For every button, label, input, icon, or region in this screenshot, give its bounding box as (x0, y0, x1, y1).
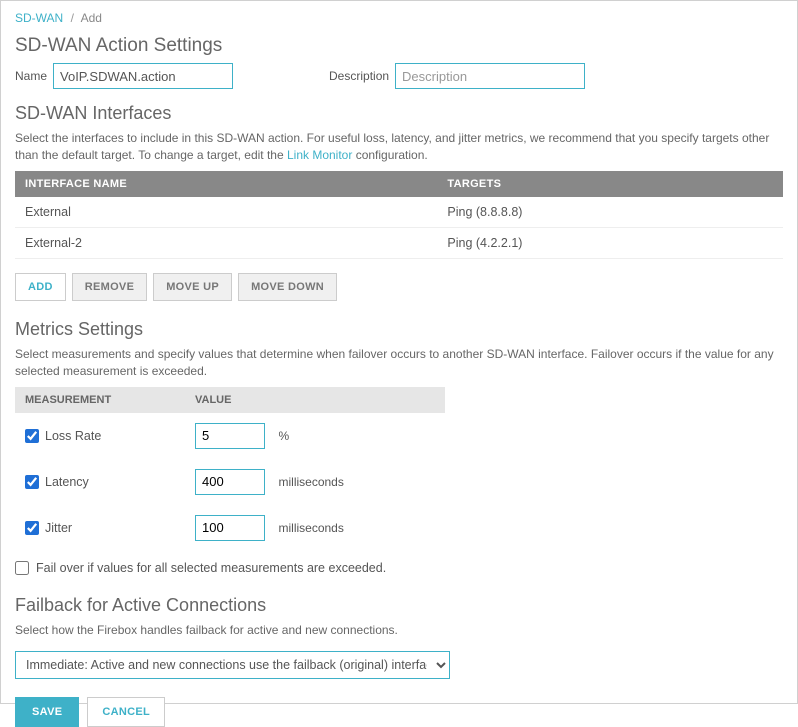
lossrate-checkbox[interactable] (25, 429, 39, 443)
col-interface-name: INTERFACE NAME (15, 171, 437, 197)
metric-label-text: Jitter (45, 521, 72, 535)
lossrate-unit: % (278, 429, 289, 443)
breadcrumb-sep: / (71, 11, 74, 25)
remove-button[interactable]: REMOVE (72, 273, 147, 301)
metric-row: Latency milliseconds (15, 459, 445, 505)
metrics-table: MEASUREMENT VALUE Loss Rate % Latency (15, 387, 445, 551)
breadcrumb: SD-WAN / Add (15, 11, 783, 25)
failback-desc: Select how the Firebox handles failback … (15, 622, 783, 639)
section-title-interfaces: SD-WAN Interfaces (15, 103, 783, 124)
metric-label-text: Loss Rate (45, 429, 101, 443)
footer-buttons: SAVE CANCEL (15, 697, 783, 727)
save-button[interactable]: SAVE (15, 697, 79, 727)
metric-label-text: Latency (45, 475, 89, 489)
iface-name-cell: External (15, 197, 437, 228)
latency-checkbox[interactable] (25, 475, 39, 489)
failover-all-label: Fail over if values for all selected mea… (36, 561, 386, 575)
link-monitor-link[interactable]: Link Monitor (287, 148, 352, 162)
jitter-unit: milliseconds (278, 521, 343, 535)
failover-all-row[interactable]: Fail over if values for all selected mea… (15, 561, 783, 575)
col-measurement: MEASUREMENT (15, 387, 185, 413)
failover-all-checkbox[interactable] (15, 561, 29, 575)
movedown-button[interactable]: MOVE DOWN (238, 273, 337, 301)
name-input[interactable] (53, 63, 233, 89)
jitter-input[interactable] (195, 515, 265, 541)
add-button[interactable]: ADD (15, 273, 66, 301)
latency-unit: milliseconds (278, 475, 343, 489)
table-row[interactable]: External Ping (8.8.8.8) (15, 197, 783, 228)
breadcrumb-current: Add (81, 11, 102, 25)
metric-row: Loss Rate % (15, 413, 445, 459)
col-value: VALUE (185, 387, 445, 413)
jitter-checkbox[interactable] (25, 521, 39, 535)
cancel-button[interactable]: CANCEL (87, 697, 165, 727)
breadcrumb-parent[interactable]: SD-WAN (15, 11, 63, 25)
interface-buttons: ADD REMOVE MOVE UP MOVE DOWN (15, 273, 783, 301)
description-label: Description (329, 69, 389, 83)
name-label: Name (15, 69, 47, 83)
table-row[interactable]: External-2 Ping (4.2.2.1) (15, 227, 783, 258)
moveup-button[interactable]: MOVE UP (153, 273, 232, 301)
interfaces-table: INTERFACE NAME TARGETS External Ping (8.… (15, 171, 783, 259)
interfaces-desc-post: configuration. (352, 148, 427, 162)
section-title-action: SD-WAN Action Settings (15, 35, 783, 57)
action-form-row: Name Description (15, 63, 783, 89)
jitter-label[interactable]: Jitter (25, 521, 175, 535)
metrics-desc: Select measurements and specify values t… (15, 346, 783, 381)
col-targets: TARGETS (437, 171, 783, 197)
interfaces-desc: Select the interfaces to include in this… (15, 130, 783, 165)
lossrate-input[interactable] (195, 423, 265, 449)
iface-name-cell: External-2 (15, 227, 437, 258)
metric-row: Jitter milliseconds (15, 505, 445, 551)
description-input[interactable] (395, 63, 585, 89)
iface-target-cell: Ping (8.8.8.8) (437, 197, 783, 228)
latency-label[interactable]: Latency (25, 475, 175, 489)
failback-select[interactable]: Immediate: Active and new connections us… (15, 651, 450, 679)
section-title-failback: Failback for Active Connections (15, 595, 783, 616)
section-title-metrics: Metrics Settings (15, 319, 783, 340)
latency-input[interactable] (195, 469, 265, 495)
lossrate-label[interactable]: Loss Rate (25, 429, 175, 443)
iface-target-cell: Ping (4.2.2.1) (437, 227, 783, 258)
